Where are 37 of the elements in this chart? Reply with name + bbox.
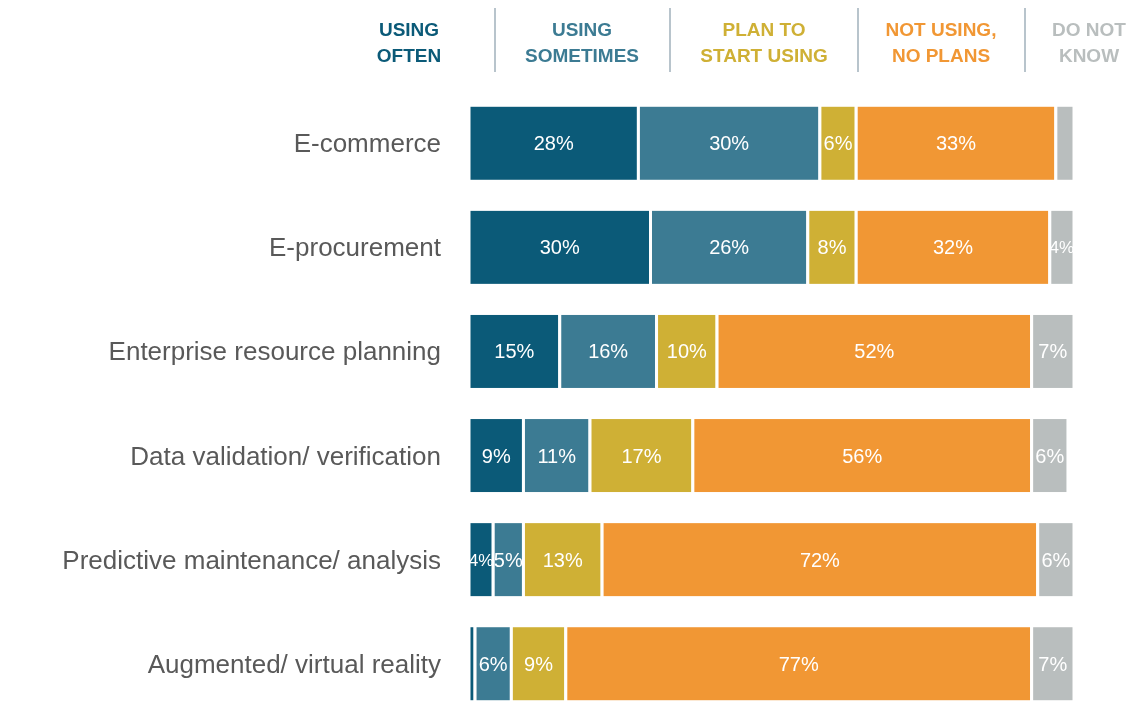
data-label: 6%	[1035, 444, 1065, 467]
data-label: 52%	[854, 340, 895, 363]
data-label: 30%	[539, 236, 580, 259]
y-tick-label: Predictive maintenance/ analysis	[62, 544, 441, 575]
data-label: 4%	[1049, 237, 1075, 258]
y-tick-label: E-procurement	[269, 232, 442, 263]
text: USING OFTEN	[376, 19, 442, 66]
data-label: 8%	[817, 236, 847, 259]
text: DO NOT KNOW	[1052, 19, 1127, 66]
data-label: 6%	[478, 652, 508, 675]
data-label: 7%	[1038, 652, 1068, 675]
data-label: 30%	[709, 132, 750, 155]
data-label: 28%	[533, 132, 574, 155]
data-label: 6%	[1041, 548, 1071, 571]
data-label: 17%	[621, 444, 662, 467]
y-tick-label: Augmented/ virtual reality	[147, 648, 441, 679]
data-label: 11%	[537, 444, 577, 467]
data-label: 6%	[823, 132, 853, 155]
text: USING SOMETIMES	[524, 19, 640, 66]
data-label: 32%	[932, 236, 974, 259]
text: PLAN TO START USING	[700, 19, 828, 66]
data-label: 9%	[481, 444, 511, 467]
data-label: 7%	[1038, 340, 1068, 363]
data-label: 56%	[842, 444, 883, 467]
data-label: 9%	[524, 652, 554, 675]
data-label: 10%	[666, 340, 708, 363]
data-label: 13%	[542, 548, 584, 571]
y-tick-label: E-commerce	[293, 128, 441, 159]
data-label: 15%	[494, 340, 535, 363]
text: NOT USING, NO PLANS	[885, 19, 997, 66]
data-label: 77%	[778, 652, 819, 675]
data-label: 26%	[709, 236, 750, 259]
y-tick-label: Enterprise resource planning	[108, 336, 441, 367]
data-label: 33%	[936, 132, 977, 155]
y-tick-label: Data validation/ verification	[130, 440, 441, 471]
data-label: 72%	[799, 548, 841, 571]
data-label: 16%	[588, 340, 629, 363]
